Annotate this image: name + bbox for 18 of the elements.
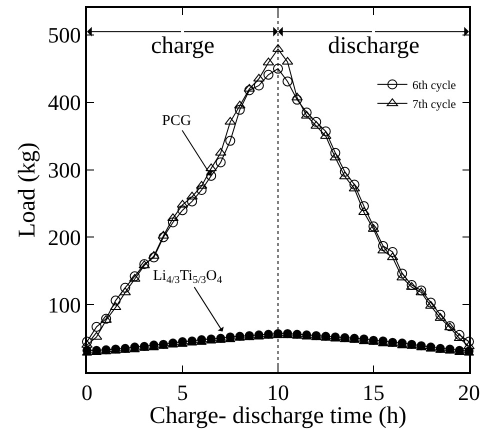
annotation: Li$_{4/3}$Ti$_{5/3}$O$_{4}$	[153, 268, 223, 286]
y-tick-label: 400	[48, 90, 81, 116]
annotation: charge	[151, 33, 215, 59]
x-tick-label: 20	[458, 380, 480, 406]
y-tick-label: 200	[48, 224, 81, 250]
x-tick-label: 0	[82, 380, 92, 406]
x-tick-label: 5	[177, 380, 188, 406]
x-axis-title: Charge- discharge time (h)	[149, 403, 407, 429]
legend-label: 7th cycle	[412, 97, 456, 112]
annotation: PCG	[162, 113, 192, 129]
annotation: discharge	[328, 33, 420, 59]
y-tick-label: 100	[48, 292, 81, 318]
legend-label: 6th cycle	[412, 78, 456, 92]
y-axis-title: Load (kg)	[14, 142, 40, 238]
y-tick-label: 500	[48, 22, 81, 48]
y-tick-label: 300	[48, 157, 81, 182]
x-tick-label: 10	[267, 380, 289, 406]
x-tick-label: 15	[362, 380, 384, 406]
